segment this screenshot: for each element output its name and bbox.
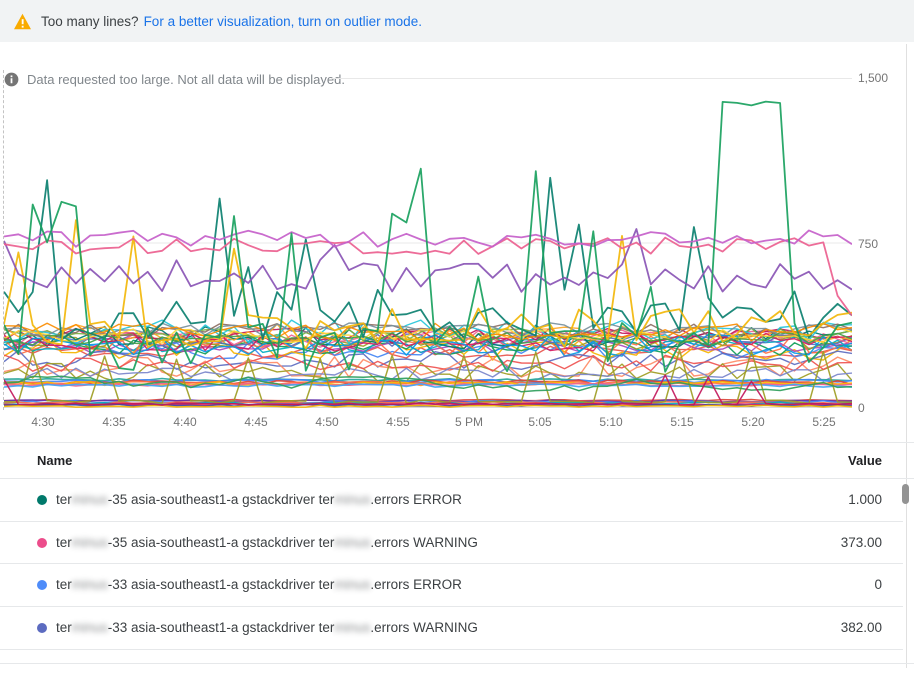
series-name: terminus-35 asia-southeast1-a gstackdriv…	[56, 534, 478, 550]
warning-triangle-icon	[14, 13, 31, 29]
chart-line	[4, 404, 852, 408]
chart-line	[4, 349, 852, 370]
chart-line	[4, 333, 852, 357]
series-value: 382.00	[840, 620, 882, 636]
series-name: terminus-35 asia-southeast1-a gstackdriv…	[56, 492, 462, 507]
chart-area: Data requested too large. Not all data w…	[0, 42, 914, 668]
legend-table: Name Value terminus-35 asia-southeast1-a…	[0, 443, 914, 664]
x-tick-label: 4:35	[102, 415, 126, 429]
chart-line	[4, 382, 852, 389]
series-color-dot	[37, 623, 47, 634]
legend-rows: terminus-35 asia-southeast1-a gstackdriv…	[0, 479, 914, 650]
chart-line	[4, 228, 852, 293]
legend-row[interactable]: terminus-33 asia-southeast1-a gstackdriv…	[0, 564, 903, 608]
chart-line	[4, 326, 852, 344]
chart-svg[interactable]	[4, 78, 852, 408]
notice-text: Data requested too large. Not all data w…	[27, 72, 345, 87]
y-tick-1500: 1,500	[858, 71, 889, 85]
x-tick-label: 5:15	[670, 415, 694, 429]
chart-line	[4, 362, 852, 384]
legend-header-value: Value	[848, 453, 882, 468]
gridline-1500	[332, 78, 852, 79]
x-tick-label: 5:25	[812, 415, 836, 429]
legend-header: Name Value	[0, 443, 914, 478]
chart-line	[4, 374, 852, 406]
banner-text: Too many lines?	[41, 13, 139, 29]
outlier-mode-link[interactable]: For a better visualization, turn on outl…	[143, 13, 422, 29]
x-tick-label: 4:30	[31, 415, 55, 429]
legend-header-divider	[0, 478, 914, 479]
y-tick-0: 0	[858, 401, 865, 415]
chart-legend-divider	[0, 442, 914, 443]
x-tick-label: 5:05	[528, 415, 552, 429]
legend-row[interactable]: terminus-35 asia-southeast1-a gstackdriv…	[0, 522, 903, 565]
chart-line	[4, 100, 852, 373]
series-value: 0	[874, 577, 882, 593]
chart-line	[4, 349, 852, 405]
x-tick-label: 4:55	[386, 415, 410, 429]
series-value: 1.000	[848, 492, 882, 507]
x-tick-label: 5:10	[599, 415, 623, 429]
y-tick-750: 750	[858, 237, 879, 251]
legend-row-partial	[0, 650, 914, 664]
scrollbar-thumb[interactable]	[902, 484, 909, 504]
x-tick-label: 5:20	[741, 415, 765, 429]
chart-line	[4, 354, 852, 378]
x-tick-label: 4:45	[244, 415, 268, 429]
chart-left-dashed-border	[3, 70, 4, 410]
too-many-lines-banner: Too many lines? For a better visualizati…	[0, 0, 914, 42]
x-tick-label: 4:50	[315, 415, 339, 429]
info-circle-icon	[4, 72, 19, 87]
x-tick-label: 5 PM	[454, 415, 484, 429]
series-name: terminus-33 asia-southeast1-a gstackdriv…	[56, 620, 478, 636]
chart-line	[4, 229, 852, 248]
x-axis: 4:30 4:35 4:40 4:45 4:50 4:55 5 PM 5:05 5:10 5:15…	[0, 415, 880, 433]
legend-header-name: Name	[37, 453, 73, 468]
series-name: terminus-33 asia-southeast1-a gstackdriv…	[56, 577, 462, 593]
data-too-large-notice: Data requested too large. Not all data w…	[4, 72, 345, 87]
chart-line	[4, 366, 852, 383]
legend-row[interactable]: terminus-33 asia-southeast1-a gstackdriv…	[0, 607, 903, 650]
chart-line	[4, 353, 852, 372]
series-color-dot	[37, 495, 47, 505]
chart-line	[4, 375, 852, 393]
series-color-dot	[37, 580, 47, 591]
legend-row[interactable]: terminus-35 asia-southeast1-a gstackdriv…	[0, 479, 903, 522]
x-tick-label: 4:40	[173, 415, 197, 429]
series-color-dot	[37, 537, 47, 548]
scrollbar-track	[906, 44, 907, 668]
series-value: 373.00	[840, 534, 882, 550]
